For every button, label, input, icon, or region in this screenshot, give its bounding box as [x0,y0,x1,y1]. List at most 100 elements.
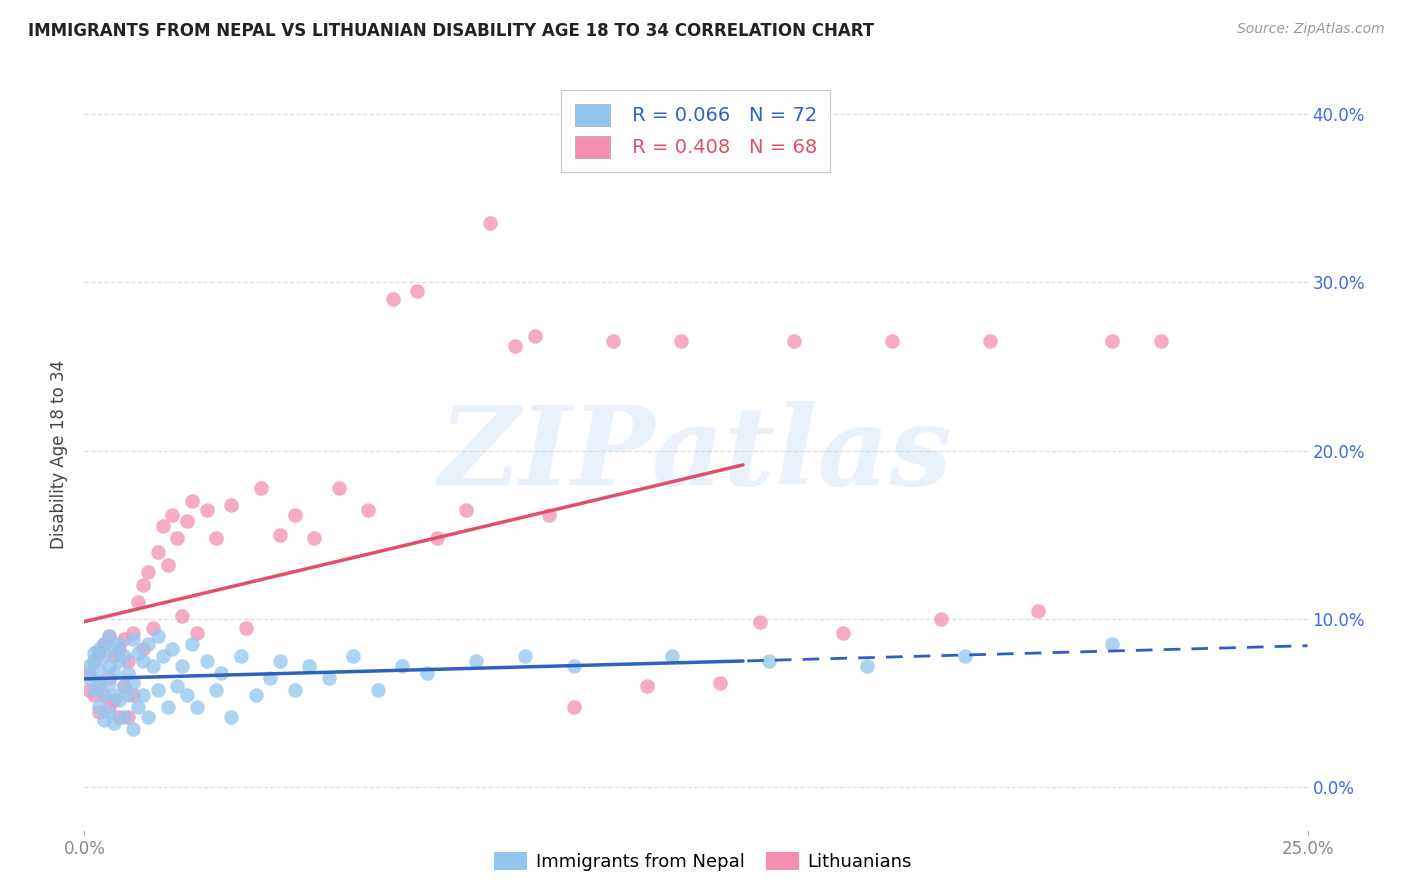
Point [117,654,139,668]
Point [748,615,770,630]
Point [1101,334,1123,349]
Point [117,710,139,724]
Point [112,710,135,724]
Point [87,663,110,677]
Point [87,646,110,660]
Point [479,216,502,230]
Point [77,659,100,673]
Point [146,682,169,697]
Point [93,688,115,702]
Y-axis label: Disability Age 18 to 34: Disability Age 18 to 34 [51,360,69,549]
Point [146,629,169,643]
Point [219,498,242,512]
Point [209,665,232,680]
Point [152,649,174,664]
Point [112,632,135,647]
Point [602,334,624,349]
Point [93,649,115,664]
Point [87,676,110,690]
Point [342,649,364,664]
Point [117,665,139,680]
Point [298,659,321,673]
Point [186,699,208,714]
Point [103,665,125,680]
Point [142,659,165,673]
Point [127,595,149,609]
Point [117,688,139,702]
Point [87,676,110,690]
Point [97,699,120,714]
Point [186,625,208,640]
Point [205,531,228,545]
Point [166,680,188,694]
Point [259,671,281,685]
Point [391,659,413,673]
Point [562,699,585,714]
Point [235,620,257,634]
Point [454,502,477,516]
Point [103,649,125,664]
Point [1028,604,1050,618]
Text: Source: ZipAtlas.com: Source: ZipAtlas.com [1237,22,1385,37]
Point [166,531,188,545]
Point [979,334,1001,349]
Point [284,682,307,697]
Point [152,519,174,533]
Point [464,654,486,668]
Point [205,682,228,697]
Point [93,688,115,702]
Point [103,642,125,657]
Point [304,531,326,545]
Point [1101,637,1123,651]
Point [181,637,204,651]
Point [671,334,693,349]
Point [156,558,179,573]
Point [1150,334,1173,349]
Point [136,565,159,579]
Point [132,688,155,702]
Point [122,722,145,736]
Point [142,620,165,634]
Point [284,508,307,522]
Point [97,629,120,643]
Point [77,682,100,697]
Point [93,713,115,727]
Point [219,710,242,724]
Point [953,649,976,664]
Point [83,654,105,668]
Point [87,642,110,657]
Point [831,625,853,640]
Point [195,654,218,668]
Point [562,659,585,673]
Point [77,665,100,680]
Point [97,671,120,685]
Point [107,693,129,707]
Point [132,654,155,668]
Point [229,649,252,664]
Point [172,659,194,673]
Point [97,705,120,719]
Point [103,716,125,731]
Point [132,642,155,657]
Point [127,699,149,714]
Point [103,688,125,702]
Point [107,654,129,668]
Point [172,608,194,623]
Point [328,481,350,495]
Point [318,671,340,685]
Point [357,502,380,516]
Point [112,680,135,694]
Point [523,329,546,343]
Point [929,612,952,626]
Point [367,682,389,697]
Point [83,654,105,668]
Point [426,531,449,545]
Point [122,688,145,702]
Point [406,284,429,298]
Point [122,625,145,640]
Point [87,705,110,719]
Point [127,646,149,660]
Point [513,649,536,664]
Legend:  R = 0.066   N = 72,  R = 0.408   N = 68: R = 0.066 N = 72, R = 0.408 N = 68 [561,90,831,172]
Point [93,637,115,651]
